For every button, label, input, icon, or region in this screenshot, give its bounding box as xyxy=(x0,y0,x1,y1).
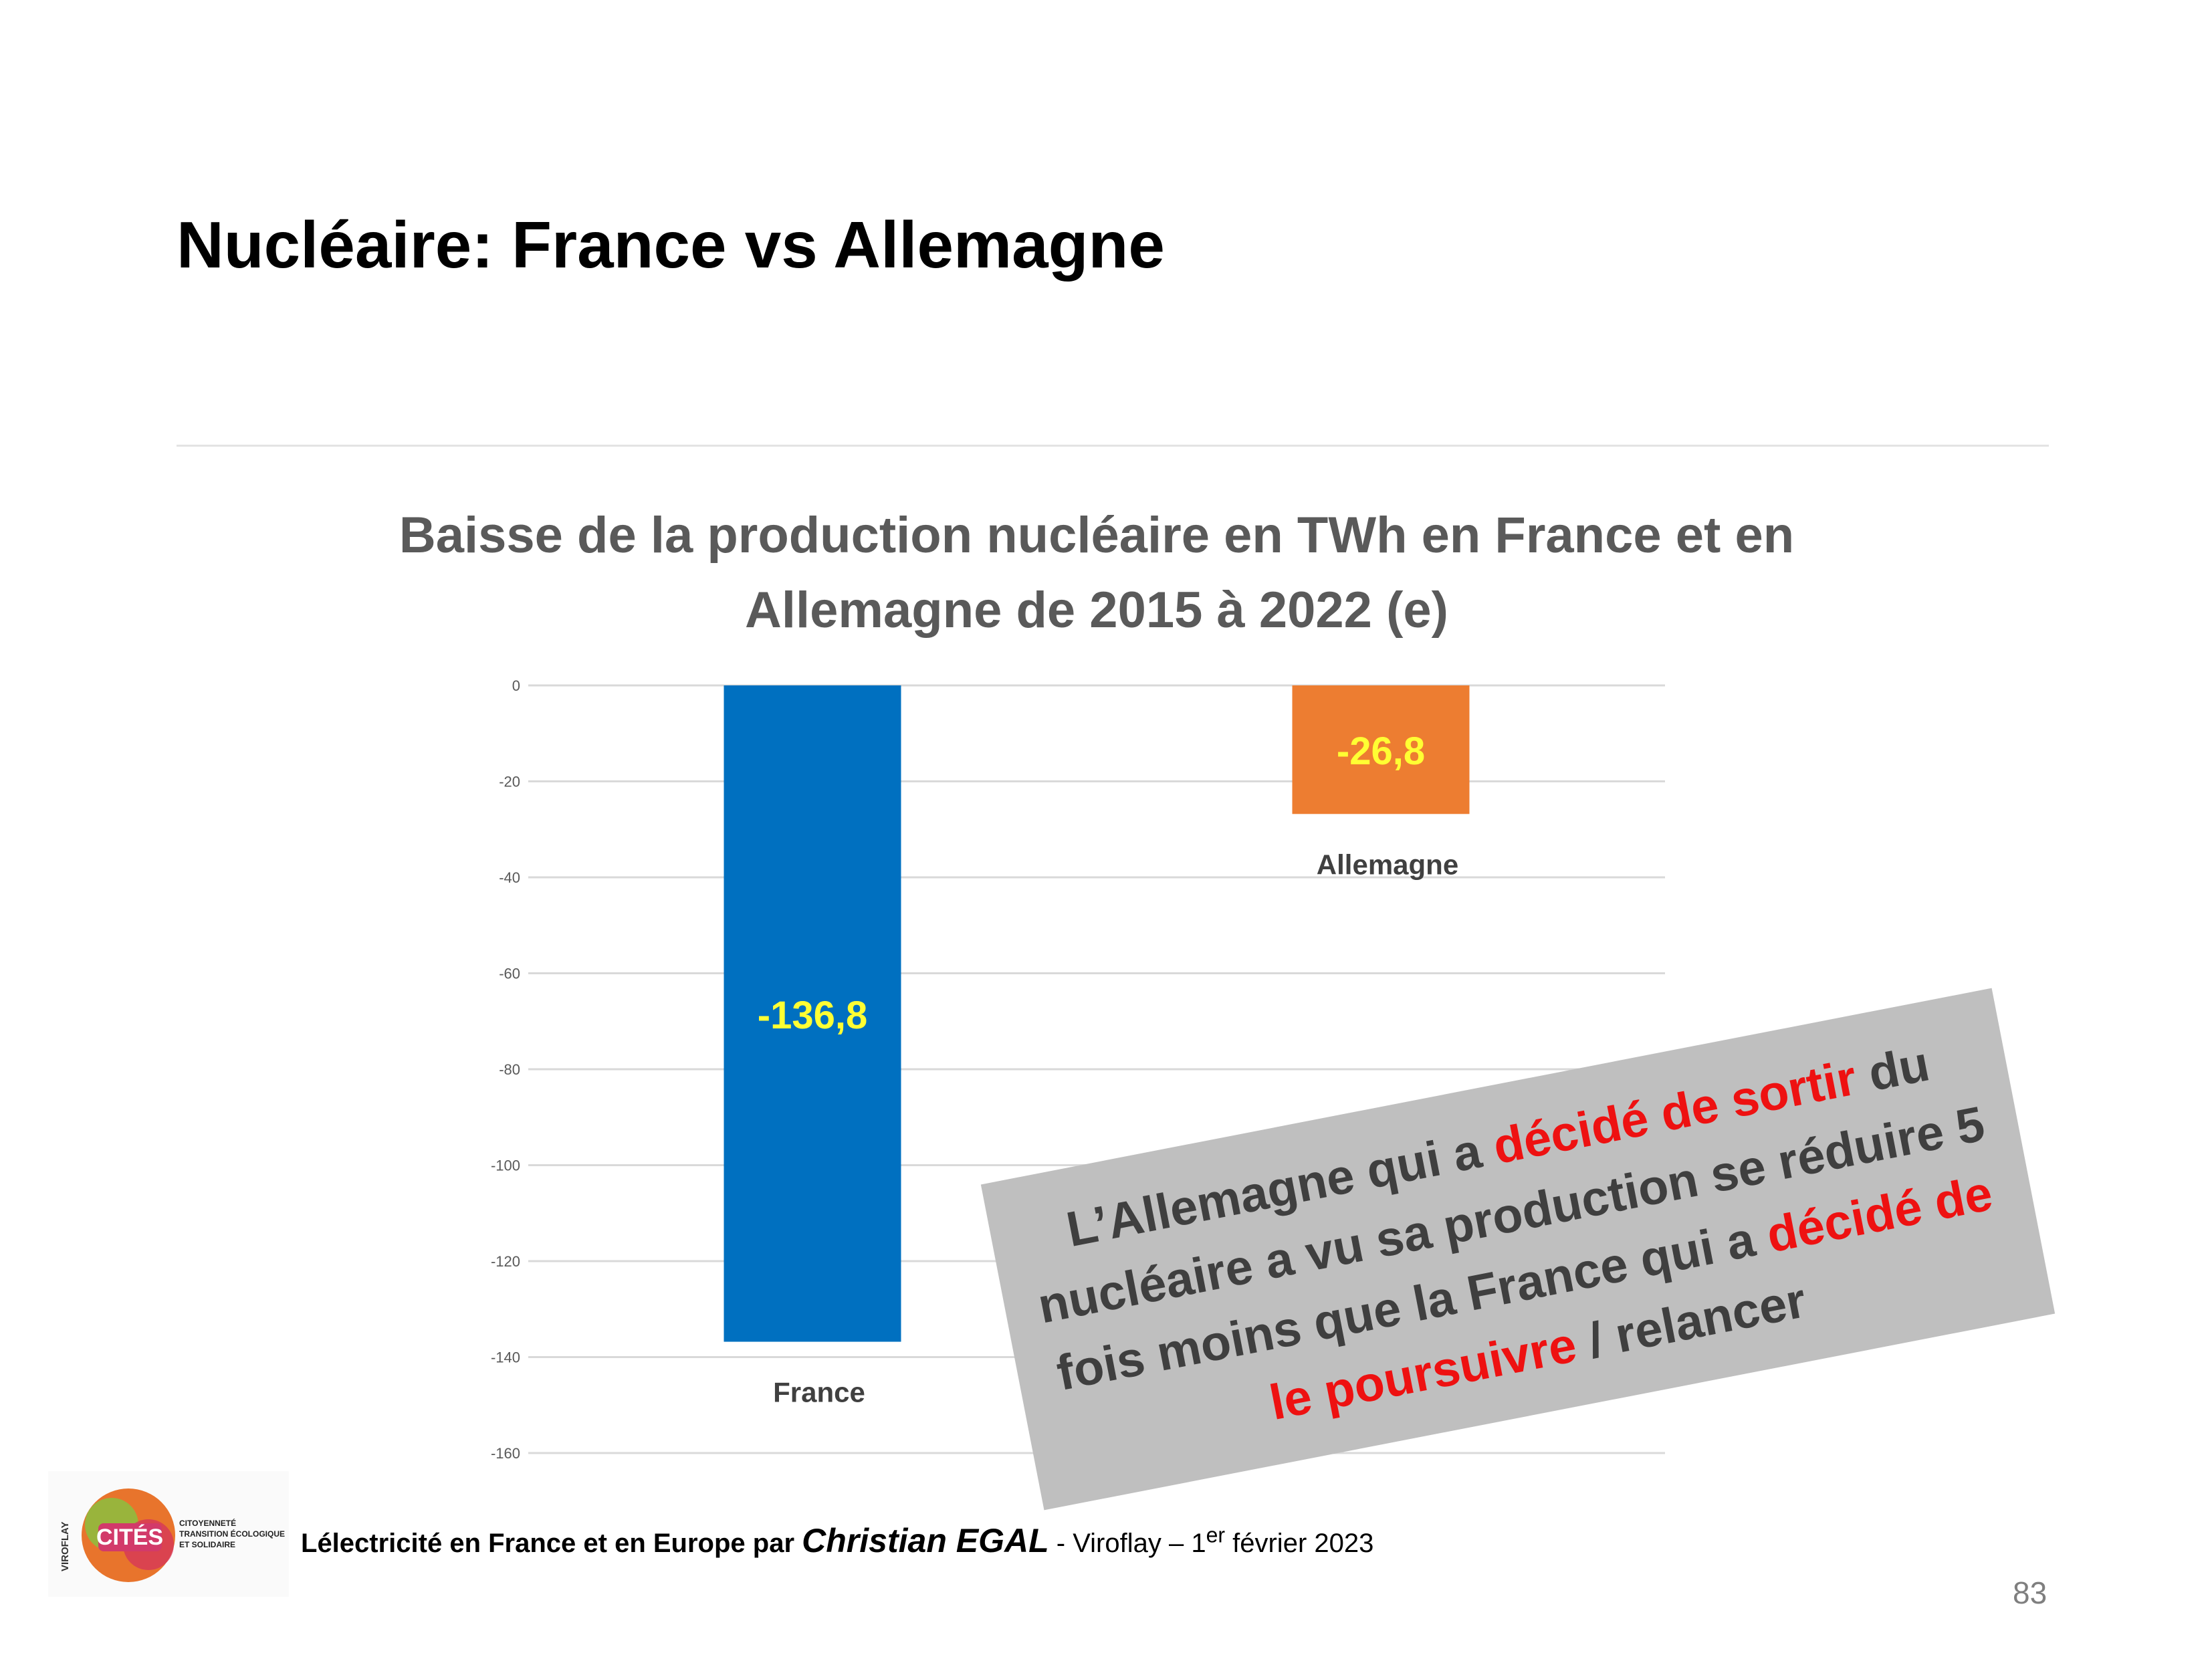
y-tick-label: -80 xyxy=(499,1061,520,1078)
footer-text: Lélectricité en France et en Europe par … xyxy=(301,1521,1373,1560)
logo-main-text: CITÉS xyxy=(96,1525,163,1550)
logo-line-3: ET SOLIDAIRE xyxy=(179,1540,235,1549)
y-tick-label: -120 xyxy=(491,1253,520,1270)
logo-line-2: TRANSITION ÉCOLOGIQUE xyxy=(179,1529,285,1539)
data-label: -26,8 xyxy=(1337,730,1425,773)
y-tick-label: 0 xyxy=(512,677,520,694)
cites-logo: CITÉS VIROFLAY CITOYENNETÉ TRANSITION ÉC… xyxy=(48,1471,289,1597)
y-tick-label: -20 xyxy=(499,774,520,790)
chart-bars xyxy=(724,685,1470,1342)
y-tick-label: -100 xyxy=(491,1157,520,1174)
chart-gridlines xyxy=(528,684,1665,1454)
data-label: -136,8 xyxy=(758,994,867,1037)
chart-labels: 0 -20 -40 -60 -80 -100 -120 -140 -160 -136,8 Franc… xyxy=(491,677,1458,1462)
logo-side-text: VIROFLAY xyxy=(60,1522,71,1571)
y-tick-label: -160 xyxy=(491,1445,520,1462)
slide-title: Nucléaire: France vs Allemagne xyxy=(177,208,1165,282)
footer-author: Christian EGAL xyxy=(802,1522,1049,1559)
chart-title-line-1: Baisse de la production nucléaire en TWh… xyxy=(399,507,1795,564)
bar xyxy=(1292,685,1470,814)
chart-title-line-2: Allemagne de 2015 à 2022 (e) xyxy=(745,582,1448,639)
footer-prefix: L xyxy=(301,1529,318,1558)
category-label: France xyxy=(773,1377,865,1408)
footer-place: - Viroflay – 1 xyxy=(1048,1529,1206,1558)
category-label: Allemagne xyxy=(1317,849,1458,880)
chart-title: Baisse de la production nucléaire en TWh… xyxy=(201,498,1993,648)
y-tick-label: -60 xyxy=(499,966,520,982)
footer-date: février 2023 xyxy=(1225,1529,1374,1558)
y-tick-label: -40 xyxy=(499,869,520,886)
page-number: 83 xyxy=(2013,1575,2048,1610)
logo-line-1: CITOYENNETÉ xyxy=(179,1518,236,1528)
bar xyxy=(724,685,901,1342)
y-tick-label: -140 xyxy=(491,1349,520,1366)
footer-subject: électricité en France et en Europe par xyxy=(317,1529,802,1558)
title-divider xyxy=(177,445,2049,447)
footer-sup: er xyxy=(1206,1523,1226,1547)
